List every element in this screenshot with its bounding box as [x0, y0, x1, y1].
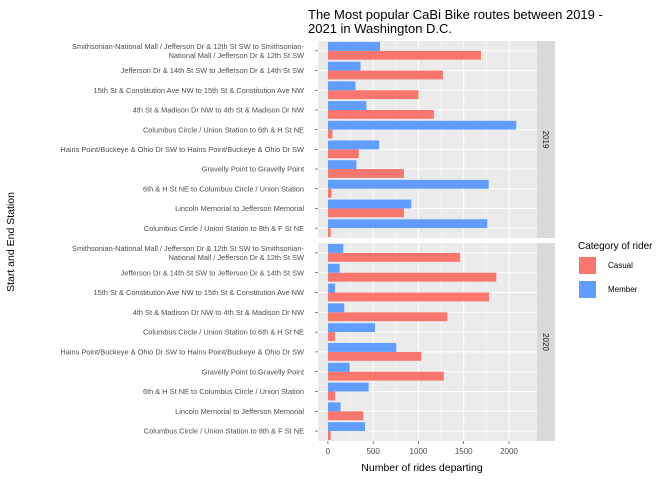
y-tick-label: Jefferson Dr & 14th St SW to Jefferson D… — [121, 66, 304, 75]
bar-casual — [327, 371, 444, 381]
y-tick-label: Columbus Circle / Union Station to 6th &… — [143, 328, 304, 337]
y-tick-label: 6th & H St NE to Columbus Circle / Union… — [143, 184, 304, 193]
bar-casual — [327, 188, 332, 198]
bar-member — [327, 323, 375, 333]
y-tick-label: Lincoln Memorial to Jefferson Memorial — [175, 407, 304, 416]
chart-title-line-2: 2021 in Washington D.C. — [308, 21, 452, 36]
bar-member — [327, 283, 336, 293]
legend-title: Category of rider — [578, 241, 653, 252]
bar-casual — [327, 228, 331, 238]
facet-strip — [537, 41, 555, 238]
bar-casual — [327, 169, 404, 178]
y-tick-label: Gravelly Point to Gravelly Point — [202, 165, 304, 174]
y-tick-label: Gravelly Point to Gravelly Point — [202, 367, 304, 376]
bar-casual — [327, 208, 404, 218]
x-axis-title: Number of rides departing — [361, 462, 483, 474]
bar-casual — [327, 431, 331, 441]
x-tick-label: 2000 — [500, 447, 518, 456]
x-tick-label: 1500 — [455, 447, 473, 456]
bar-member — [327, 263, 340, 273]
bar-member — [327, 219, 488, 229]
y-tick-label: Columbus Circle / Union Station to 6th &… — [143, 125, 304, 134]
bar-member — [327, 303, 345, 313]
legend-label-member: Member — [608, 285, 638, 294]
bar-member — [327, 402, 341, 412]
facet-strip — [537, 243, 555, 441]
bar-casual — [327, 411, 364, 421]
y-tick-label: 15th St & Constitution Ave NW to 15th St… — [94, 288, 304, 297]
y-tick-label: National Mall / Jefferson Dr & 12th St S… — [169, 51, 304, 60]
bar-member — [327, 41, 380, 51]
facet-strip-label: 2020 — [541, 333, 550, 351]
bar-member — [327, 179, 489, 189]
y-tick-label: Columbus Circle / Union Station to 8th &… — [144, 224, 304, 233]
facet-strip-label: 2019 — [541, 131, 550, 149]
x-tick-label: 500 — [366, 447, 380, 456]
bar-casual — [327, 50, 481, 60]
y-tick-label: Columbus Circle / Union Station to 8th &… — [144, 427, 304, 436]
legend: Category of rider Casual Member — [578, 241, 653, 298]
y-tick-label: Smithsonian-National Mall / Jefferson Dr… — [72, 42, 304, 51]
legend-label-casual: Casual — [608, 261, 633, 270]
bar-member — [327, 362, 350, 372]
y-tick-label: National Mall / Jefferson Dr & 12th St S… — [169, 253, 304, 262]
y-tick-label: Jefferson Dr & 14th St SW to Jefferson D… — [121, 268, 304, 277]
y-tick-label: Lincoln Memorial to Jefferson Memorial — [175, 204, 304, 213]
bar-member — [327, 199, 412, 209]
bar-casual — [327, 272, 497, 282]
bar-casual — [327, 70, 443, 80]
y-tick-label: 6th & H St NE to Columbus Circle / Union… — [143, 387, 304, 396]
bar-casual — [327, 252, 461, 262]
y-tick-label: Hains Point/Buckeye & Ohio Dr SW to Hain… — [60, 348, 304, 357]
y-axis-title: Start and End Station — [5, 192, 17, 292]
y-tick-label: 15th St & Constitution Ave NW to 15th St… — [94, 86, 304, 95]
facet-panels: Smithsonian-National Mall / Jefferson Dr… — [60, 41, 555, 456]
bar-member — [327, 61, 361, 71]
bar-casual — [327, 351, 422, 361]
bar-casual — [327, 90, 419, 100]
y-tick-label: Hains Point/Buckeye & Ohio Dr SW to Hain… — [60, 145, 304, 154]
y-tick-label: 4th St & Madison Dr NW to 4th St & Madis… — [133, 106, 304, 115]
x-tick-label: 0 — [326, 447, 331, 456]
bar-casual — [327, 332, 336, 342]
bar-member — [327, 160, 357, 170]
legend-swatch-member — [579, 281, 596, 298]
y-tick-label: 4th St & Madison Dr NW to 4th St & Madis… — [133, 308, 304, 317]
bar-casual — [327, 391, 336, 401]
legend-swatch-casual — [579, 257, 596, 274]
x-tick-label: 1000 — [410, 447, 428, 456]
bar-member — [327, 243, 344, 253]
bar-member — [327, 101, 367, 110]
bar-member — [327, 422, 366, 432]
bar-casual — [327, 129, 333, 139]
bar-casual — [327, 109, 434, 119]
bar-member — [327, 140, 380, 150]
y-tick-label: Smithsonian-National Mall / Jefferson Dr… — [72, 244, 304, 253]
bar-member — [327, 382, 369, 392]
bar-casual — [327, 149, 359, 159]
bar-member — [327, 81, 356, 91]
bar-member — [327, 120, 517, 130]
bar-casual — [327, 292, 490, 302]
bar-member — [327, 342, 397, 352]
bar-casual — [327, 312, 448, 322]
chart-title-line-1: The Most popular CaBi Bike routes betwee… — [308, 7, 603, 22]
